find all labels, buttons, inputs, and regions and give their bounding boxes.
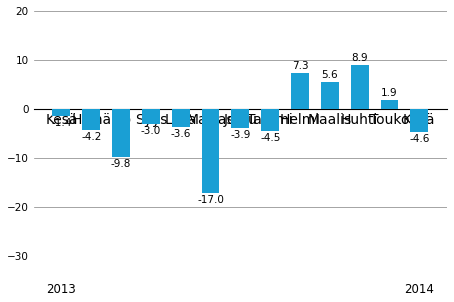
Bar: [380, 100, 399, 109]
Bar: [291, 73, 309, 109]
Text: 2014: 2014: [405, 284, 434, 297]
Bar: [142, 109, 160, 124]
Text: -17.0: -17.0: [197, 194, 224, 204]
Bar: [172, 109, 190, 127]
Bar: [261, 109, 279, 131]
Text: -4.2: -4.2: [81, 132, 101, 142]
Text: 2013: 2013: [47, 284, 76, 297]
Text: 1.9: 1.9: [381, 88, 398, 98]
Bar: [202, 109, 219, 193]
Bar: [53, 109, 70, 116]
Text: -3.6: -3.6: [171, 129, 191, 139]
Text: -9.8: -9.8: [111, 159, 131, 169]
Text: -4.5: -4.5: [260, 133, 281, 143]
Text: 7.3: 7.3: [292, 61, 308, 71]
Text: -4.6: -4.6: [409, 134, 429, 144]
Bar: [351, 66, 369, 109]
Text: -1.4: -1.4: [51, 118, 72, 128]
Bar: [321, 82, 339, 109]
Bar: [82, 109, 100, 130]
Text: -3.9: -3.9: [230, 130, 251, 140]
Bar: [410, 109, 428, 132]
Text: 8.9: 8.9: [351, 53, 368, 63]
Bar: [112, 109, 130, 157]
Text: 5.6: 5.6: [321, 70, 338, 80]
Text: -3.0: -3.0: [141, 126, 161, 136]
Bar: [232, 109, 249, 128]
